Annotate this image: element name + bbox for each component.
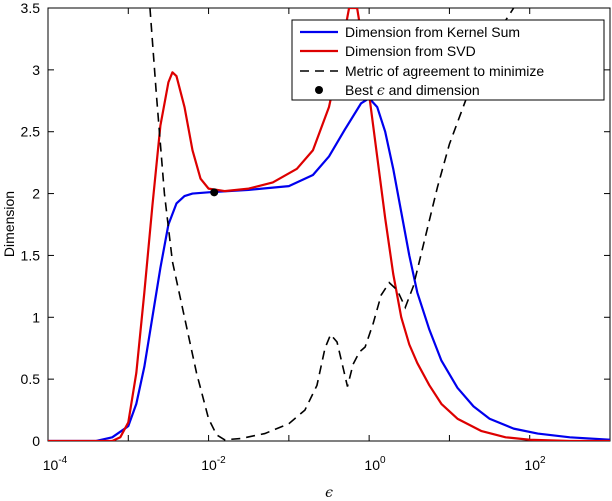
y-tick-label: 1 — [32, 309, 40, 325]
series-group — [48, 8, 610, 441]
legend-label-metric: Metric of agreement to minimize — [345, 63, 544, 79]
series-line-svd — [48, 8, 610, 441]
y-tick-label: 0.5 — [21, 371, 41, 387]
legend-swatch-best-point — [315, 86, 323, 94]
x-tick-label: 102 — [524, 455, 546, 473]
x-tick-labels: 10-4 10-2 100 102 — [43, 455, 546, 473]
legend-label-best-point: Best ϵ and dimension — [345, 82, 480, 99]
y-tick-labels: 0 0.5 1 1.5 2 2.5 3 3.5 — [21, 0, 41, 449]
y-tick-label: 2 — [32, 186, 40, 202]
legend-box — [291, 19, 605, 101]
x-tick-label: 10-2 — [201, 455, 226, 473]
series-line-metric — [149, 8, 515, 441]
axis-ticks — [47, 7, 611, 442]
legend: Dimension from Kernel Sum Dimension from… — [291, 19, 605, 101]
y-tick-label: 1.5 — [21, 247, 41, 263]
x-axis-label: ϵ — [325, 485, 333, 501]
legend-label-kernel-sum: Dimension from Kernel Sum — [345, 24, 520, 40]
x-tick-label: 100 — [364, 455, 386, 473]
y-tick-label: 2.5 — [21, 124, 41, 140]
y-tick-label: 3.5 — [21, 0, 41, 16]
legend-label-svd: Dimension from SVD — [345, 43, 476, 59]
y-axis-label: Dimension — [1, 191, 17, 257]
best-point-marker — [210, 188, 219, 197]
series-line-kernel-sum — [48, 97, 610, 441]
x-tick-label: 10-4 — [43, 455, 68, 473]
y-tick-label: 0 — [32, 433, 40, 449]
y-tick-label: 3 — [32, 62, 40, 78]
